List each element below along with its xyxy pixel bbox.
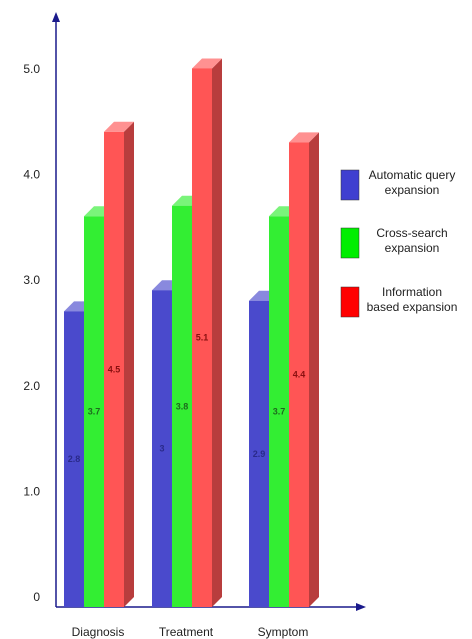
bar: 4.5 [104, 121, 134, 608]
bar-side-face [309, 132, 319, 608]
bar-top-face [104, 121, 134, 132]
legend-label: expansion [385, 183, 440, 197]
bar-front-face [104, 131, 124, 608]
bar-front-face [64, 311, 84, 607]
x-category-label: Diagnosis [72, 625, 125, 639]
legend-label: based expansion [367, 300, 458, 314]
data-label: 3.7 [88, 407, 101, 417]
bar-top-face [289, 132, 319, 143]
legend-label: Information [382, 285, 442, 299]
bar-side-face [124, 121, 134, 608]
data-label: 3.8 [176, 401, 189, 411]
bar-front-face [152, 290, 172, 607]
bars: 2.8 3.7 4.5 3 3.8 5.1 2.9 3.7 4.4 [64, 58, 319, 608]
bar-front-face [269, 216, 289, 607]
data-label: 3 [159, 444, 164, 454]
x-category-label: Treatment [159, 625, 214, 639]
legend-label: Automatic query [369, 168, 456, 182]
x-axis-arrow [356, 603, 366, 611]
legend-label: expansion [385, 241, 440, 255]
y-axis-ticks: 0 1.0 2.0 3.0 4.0 5.0 [23, 62, 40, 604]
y-tick-label: 4.0 [23, 168, 40, 182]
legend: Automatic queryexpansionCross-searchexpa… [340, 168, 458, 318]
y-tick-label: 3.0 [23, 273, 40, 287]
y-tick-label: 5.0 [23, 62, 40, 76]
data-label: 5.1 [196, 333, 209, 343]
y-tick-label: 0 [33, 590, 40, 604]
bar-front-face [289, 142, 309, 608]
data-label: 2.9 [253, 449, 266, 459]
data-label: 4.5 [108, 364, 121, 374]
bar-front-face [249, 300, 269, 607]
legend-label: Cross-search [376, 226, 447, 240]
legend-swatch [340, 286, 360, 318]
bar-side-face [212, 58, 222, 607]
y-tick-label: 2.0 [23, 379, 40, 393]
bar-front-face [84, 216, 104, 607]
bar-front-face [192, 68, 212, 607]
bar-front-face [172, 205, 192, 607]
legend-swatch [340, 227, 360, 259]
bar-top-face [192, 58, 222, 69]
data-label: 3.7 [273, 407, 286, 417]
y-tick-label: 1.0 [23, 484, 40, 498]
bar: 5.1 [192, 58, 222, 607]
x-axis-labels: Diagnosis Treatment Symptom [72, 625, 309, 639]
data-label: 2.8 [68, 454, 81, 464]
data-label: 4.4 [293, 370, 306, 380]
x-category-label: Symptom [258, 625, 309, 639]
y-axis-arrow [52, 12, 60, 22]
bar: 4.4 [289, 132, 319, 608]
legend-swatch [340, 169, 360, 201]
